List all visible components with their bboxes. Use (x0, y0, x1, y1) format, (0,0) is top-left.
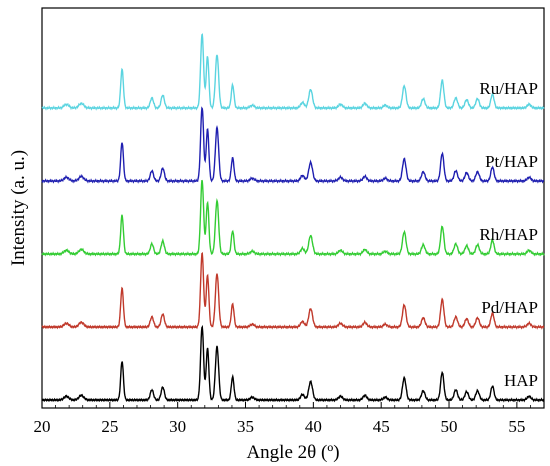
x-tick-label: 20 (34, 417, 51, 436)
x-tick-label: 40 (305, 417, 322, 436)
series-label: Ru/HAP (479, 79, 538, 98)
x-tick-label: 55 (508, 417, 525, 436)
series-line-pd-hap (41, 251, 545, 330)
series-label: HAP (504, 371, 538, 390)
series-group: HAP Pd/HAP Rh/HAP Pt/HAP Ru/HAP (41, 33, 545, 403)
series-label: Rh/HAP (479, 225, 538, 244)
x-ticks: 20 25 30 35 40 45 50 55 (34, 402, 545, 436)
series-label: Pd/HAP (481, 298, 538, 317)
x-tick-label: 25 (101, 417, 118, 436)
series-line-pt-hap (41, 106, 545, 184)
series-line-ru-hap (41, 33, 545, 111)
x-tick-label: 35 (237, 417, 254, 436)
x-tick-label: 45 (373, 417, 390, 436)
y-axis-title: Intensity (a. u.) (8, 150, 29, 266)
x-tick-label: 50 (441, 417, 458, 436)
series-line-rh-hap (41, 179, 545, 257)
series-label: Pt/HAP (485, 152, 538, 171)
x-tick-label: 30 (169, 417, 186, 436)
series-line-hap (41, 324, 545, 403)
x-axis-title: Angle 2θ (º) (246, 442, 339, 463)
plot-frame (41, 7, 545, 409)
